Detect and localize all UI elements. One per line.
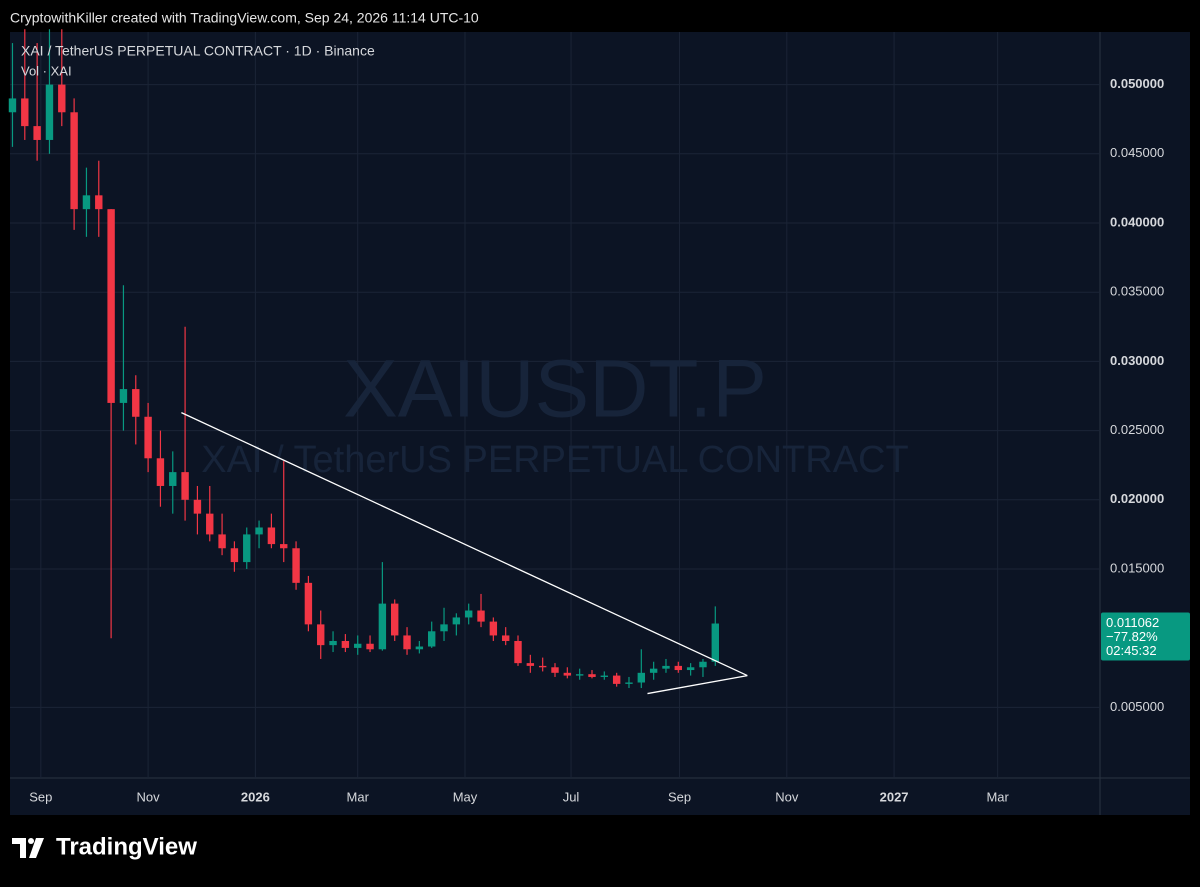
y-tick-label: 0.005000 <box>1110 699 1164 714</box>
candle-body <box>391 603 399 636</box>
candle-body <box>674 665 683 671</box>
y-tick-label: 0.025000 <box>1110 422 1164 437</box>
candle-body <box>230 548 239 563</box>
candle-body <box>70 112 78 210</box>
candle-body <box>21 98 29 127</box>
candle-body <box>243 534 251 563</box>
candle-body <box>699 661 707 668</box>
candle-body <box>329 640 337 646</box>
candle-body <box>440 624 448 632</box>
candle-body <box>563 672 572 676</box>
candle-body <box>403 635 411 650</box>
y-tick-label: 0.040000 <box>1110 214 1164 229</box>
y-tick-label: 0.035000 <box>1110 284 1164 299</box>
last-price: 0.011062 <box>1106 615 1159 630</box>
candle-body <box>477 610 485 622</box>
candle-body <box>452 617 461 625</box>
candle-body <box>600 675 609 677</box>
chart-title: XAI / TetherUS PERPETUAL CONTRACT · 1D ·… <box>21 43 375 59</box>
candle-body <box>341 640 350 648</box>
candle-body <box>8 98 17 113</box>
candle-body <box>711 623 719 662</box>
watermark: XAIUSDT.P <box>343 344 767 435</box>
y-tick-label: 0.020000 <box>1110 491 1164 506</box>
candle-body <box>82 195 91 210</box>
candle-body <box>218 534 226 549</box>
x-tick-label: May <box>453 789 478 804</box>
candle-body <box>575 674 584 676</box>
candle-body <box>206 513 214 535</box>
candle-body <box>588 674 596 677</box>
axes: 0.005000 0.015000 0.020000 0.025000 0.030000… <box>29 76 1190 804</box>
candle-body <box>686 667 695 671</box>
x-tick-label: Nov <box>137 789 161 804</box>
y-tick-label: 0.030000 <box>1110 353 1164 368</box>
x-tick-label: 2027 <box>880 789 909 804</box>
header: CryptowithKiller created with TradingVie… <box>10 10 479 26</box>
candle-body <box>625 682 633 684</box>
candle-body <box>58 84 66 113</box>
trendline <box>647 674 748 695</box>
candle-body <box>304 582 313 625</box>
y-tick-label: 0.050000 <box>1110 76 1164 91</box>
candle-body <box>255 527 263 535</box>
x-tick-label: Sep <box>668 789 691 804</box>
x-tick-label: Sep <box>29 789 52 804</box>
candle-body <box>354 643 362 648</box>
chart-panel <box>10 32 1190 815</box>
candle-body <box>156 458 165 486</box>
candle-body <box>132 389 140 417</box>
grid <box>10 32 1100 778</box>
candle-body <box>464 610 473 618</box>
brand-logo <box>12 838 44 858</box>
last-price-box <box>1101 612 1190 661</box>
candle-body <box>45 84 54 140</box>
y-tick-label: 0.045000 <box>1110 145 1164 160</box>
x-tick-label: Mar <box>986 789 1009 804</box>
candle-body <box>317 624 325 646</box>
candle-body <box>427 631 436 647</box>
candle-body <box>366 643 374 650</box>
candle-body <box>267 527 276 545</box>
candle-body <box>415 646 424 650</box>
candle-body <box>551 667 559 673</box>
candle-body <box>292 548 300 583</box>
candle-body <box>538 665 547 668</box>
countdown: 02:45:32 <box>1106 643 1157 658</box>
candle-body <box>95 195 103 210</box>
candle-body <box>501 635 510 641</box>
x-tick-label: Nov <box>775 789 799 804</box>
candle-body <box>489 621 498 636</box>
trendline <box>181 412 748 677</box>
candle-body <box>378 603 387 650</box>
candle-body <box>33 126 41 140</box>
chart-subtitle: Vol · XAI <box>21 63 72 78</box>
candle-body <box>144 416 152 459</box>
watermark-subtitle: XAI / TetherUS PERPETUAL CONTRACT <box>201 439 908 481</box>
candle-body <box>662 665 670 669</box>
x-tick-label: Jul <box>563 789 580 804</box>
candle-body <box>514 640 522 664</box>
candle-body <box>119 389 128 403</box>
candle-body <box>637 672 646 683</box>
candle-body <box>169 472 177 486</box>
candle-body <box>280 544 288 549</box>
candle-body <box>649 668 658 673</box>
last-price-change: −77.82% <box>1106 629 1158 644</box>
candle-body <box>526 663 535 666</box>
x-tick-label: 2026 <box>241 789 270 804</box>
candle-body <box>193 499 202 514</box>
x-tick-label: Mar <box>347 789 370 804</box>
brand: TradingView <box>56 833 197 860</box>
candle-body <box>612 675 621 684</box>
y-tick-label: 0.015000 <box>1110 560 1164 575</box>
candles <box>8 29 748 695</box>
candle-body <box>107 209 115 403</box>
candle-body <box>181 472 189 500</box>
